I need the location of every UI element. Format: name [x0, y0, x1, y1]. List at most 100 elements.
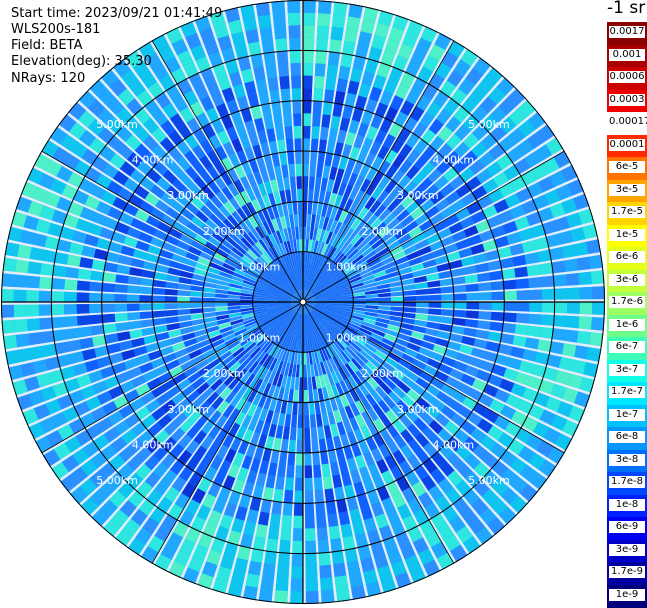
data-gate: [167, 329, 182, 338]
data-gate: [349, 320, 362, 328]
data-gate: [175, 193, 190, 207]
legend-tick-label: 0.0003: [609, 93, 645, 106]
data-gate: [379, 382, 392, 395]
data-gate: [190, 240, 205, 251]
ray-gap: [304, 303, 508, 527]
data-gate: [87, 99, 106, 117]
data-gate: [263, 369, 273, 383]
data-gate: [336, 421, 346, 436]
data-gate: [374, 274, 388, 282]
data-gate: [221, 87, 235, 103]
data-gate: [487, 331, 502, 342]
data-gate: [332, 180, 341, 194]
data-gate: [242, 283, 255, 289]
data-gate: [394, 255, 409, 266]
data-gate: [283, 241, 290, 255]
data-gate: [579, 376, 595, 393]
data-gate: [395, 572, 412, 589]
data-gate: [197, 532, 213, 549]
data-gate: [522, 416, 539, 432]
data-gate: [387, 217, 401, 230]
data-gate: [241, 400, 252, 415]
data-gate: [247, 231, 259, 244]
data-gate: [131, 375, 147, 388]
data-gate: [177, 378, 192, 391]
data-gate: [227, 582, 243, 598]
data-gate: [432, 344, 447, 355]
data-gate: [290, 591, 303, 604]
data-gate: [476, 168, 492, 184]
ray-gap: [209, 303, 303, 591]
data-gate: [502, 323, 516, 334]
data-gate: [102, 400, 118, 416]
data-gate: [310, 427, 318, 441]
data-gate: [145, 52, 163, 70]
data-gate: [293, 503, 303, 516]
data-gate: [344, 548, 358, 563]
data-gate: [491, 478, 509, 496]
data-gate: [370, 332, 384, 342]
data-gate: [247, 344, 259, 356]
data-gate: [464, 274, 479, 284]
field-name: Field: BETA: [11, 38, 83, 53]
data-gate: [152, 317, 167, 326]
data-gate: [70, 141, 88, 159]
data-gate: [74, 401, 90, 417]
data-gate: [278, 451, 288, 465]
data-gate: [200, 170, 214, 185]
data-gate: [423, 334, 437, 344]
data-gate: [459, 216, 475, 229]
data-gate: [449, 515, 466, 533]
data-gate: [437, 330, 451, 340]
data-gate: [211, 396, 224, 410]
data-gate: [14, 319, 28, 333]
data-gate: [353, 302, 366, 305]
data-gate: [391, 222, 405, 235]
data-gate: [140, 176, 156, 192]
ray-gap: [304, 191, 585, 302]
data-gate: [352, 309, 366, 315]
ray-gap: [284, 0, 303, 300]
data-gate: [412, 537, 429, 554]
data-gate: [313, 240, 319, 254]
data-gate: [339, 117, 351, 132]
data-gate: [178, 277, 193, 285]
data-gate: [228, 312, 242, 318]
data-gate: [422, 55, 440, 72]
data-gate: [275, 230, 283, 244]
data-gate: [134, 185, 150, 200]
data-gate: [340, 433, 350, 448]
data-gate: [487, 517, 506, 535]
legend-tick-label: 0.001: [609, 48, 645, 61]
data-gate: [539, 262, 554, 275]
data-gate: [311, 376, 317, 390]
data-gate: [172, 220, 187, 233]
data-gate: [154, 479, 170, 496]
data-gate: [257, 182, 267, 197]
data-gate: [196, 382, 210, 395]
data-gate: [111, 509, 129, 527]
data-gate: [323, 191, 332, 205]
data-gate: [343, 419, 353, 434]
data-gate: [375, 513, 389, 529]
data-gate: [169, 335, 184, 345]
data-gate: [328, 233, 337, 246]
data-gate: [554, 288, 568, 300]
data-gate: [345, 267, 358, 277]
data-gate: [169, 162, 184, 178]
data-gate: [316, 38, 329, 52]
data-gate: [128, 438, 145, 454]
data-gate: [259, 408, 268, 422]
data-gate: [297, 188, 303, 202]
data-gate: [377, 399, 391, 414]
data-gate: [295, 364, 300, 378]
data-gate: [390, 245, 404, 256]
ray-gap: [10, 223, 302, 302]
data-gate: [287, 227, 293, 241]
data-gate: [401, 487, 417, 503]
data-gate: [378, 365, 392, 377]
data-gate: [437, 125, 453, 142]
data-gate: [578, 271, 592, 285]
data-gate: [363, 451, 375, 466]
data-gate: [263, 154, 273, 169]
